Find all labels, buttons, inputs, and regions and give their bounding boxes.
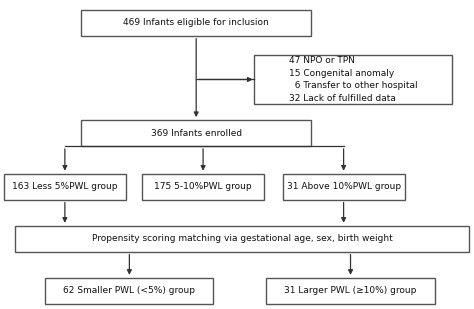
Text: 31 Larger PWL (≥10%) group: 31 Larger PWL (≥10%) group (284, 286, 417, 295)
Text: 47 NPO or TPN
15 Congenital anomaly
  6 Transfer to other hospital
32 Lack of fu: 47 NPO or TPN 15 Congenital anomaly 6 Tr… (289, 56, 417, 103)
FancyBboxPatch shape (283, 174, 405, 200)
FancyBboxPatch shape (81, 10, 311, 36)
FancyBboxPatch shape (142, 174, 264, 200)
Text: Propensity scoring matching via gestational age, sex, birth weight: Propensity scoring matching via gestatio… (92, 234, 392, 243)
Text: 62 Smaller PWL (<5%) group: 62 Smaller PWL (<5%) group (64, 286, 195, 295)
Text: 31 Above 10%PWL group: 31 Above 10%PWL group (287, 182, 401, 191)
FancyBboxPatch shape (266, 278, 435, 304)
FancyBboxPatch shape (81, 120, 311, 146)
FancyBboxPatch shape (254, 55, 452, 104)
Text: 175 5-10%PWL group: 175 5-10%PWL group (154, 182, 252, 191)
FancyBboxPatch shape (15, 226, 469, 252)
Text: 469 Infants eligible for inclusion: 469 Infants eligible for inclusion (123, 18, 269, 27)
FancyBboxPatch shape (46, 278, 213, 304)
Text: 163 Less 5%PWL group: 163 Less 5%PWL group (12, 182, 118, 191)
Text: 369 Infants enrolled: 369 Infants enrolled (151, 129, 242, 138)
FancyBboxPatch shape (4, 174, 126, 200)
